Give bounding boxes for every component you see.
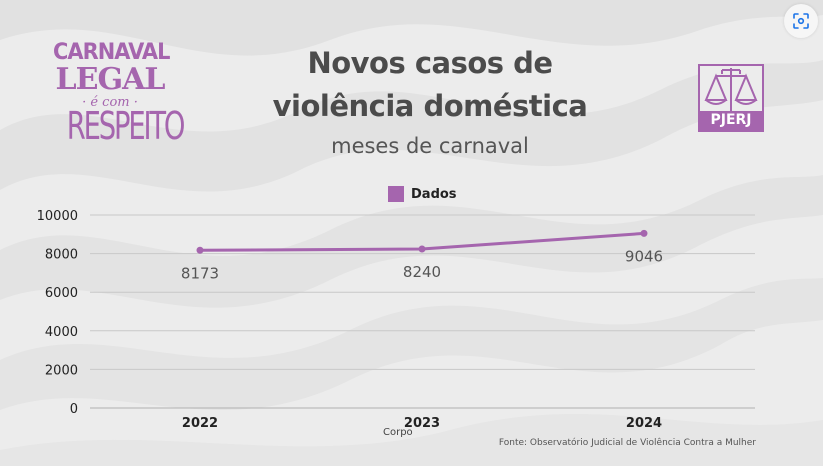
x-tick-label: 2024 [626,416,662,431]
y-tick-label: 8000 [45,248,78,263]
x-tick-label: 2023 [404,416,440,431]
logo-line-carnaval: CARNAVAL [53,40,170,65]
y-tick-label: 6000 [45,286,78,301]
data-point [196,246,204,254]
chart-title-line-2: violência doméstica [272,89,588,123]
legend-label-dados: Dados [411,186,457,202]
chart-title-line-1: Novos casos de [307,46,553,80]
y-tick-label: 0 [70,402,78,417]
y-tick-label: 4000 [45,325,78,340]
pjerj-logo: PJERJ [698,64,764,132]
logo-line-legal: LEGAL [55,62,166,97]
x-axis-title: Corpo [383,427,413,438]
scales-of-justice-icon [704,68,758,112]
logo-line-e-com: · é com · [82,95,138,110]
legend-swatch-dados [388,186,404,202]
y-tick-label: 2000 [45,363,78,378]
data-point [418,245,426,253]
y-tick-label: 10000 [37,209,78,224]
data-label: 8240 [403,263,441,281]
x-tick-label: 2022 [182,416,218,431]
source-note: Fonte: Observatório Judicial de Violênci… [498,438,756,448]
chart-legend: Dados [388,186,457,202]
data-label: 9046 [625,247,663,265]
data-point [640,229,648,237]
data-label: 8173 [181,264,219,282]
visual-search-button[interactable] [784,4,818,38]
visual-search-icon [793,13,809,29]
pjerj-logo-text: PJERJ [700,111,762,130]
chart-subtitle: meses de carnaval [331,134,529,158]
carnaval-legal-logo: CARNAVAL LEGAL · é com · RESPEITO [50,40,185,146]
